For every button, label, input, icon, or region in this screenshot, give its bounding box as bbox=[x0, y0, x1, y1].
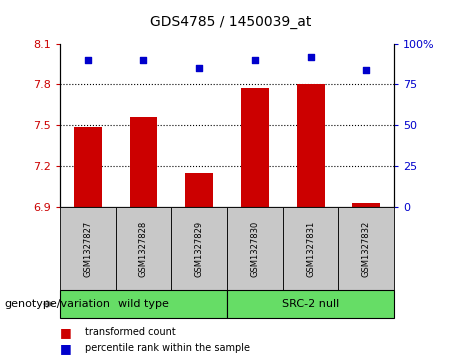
Text: GDS4785 / 1450039_at: GDS4785 / 1450039_at bbox=[150, 15, 311, 29]
Bar bbox=[74, 127, 102, 207]
Point bbox=[251, 57, 259, 63]
Bar bbox=[241, 89, 269, 207]
Point bbox=[140, 57, 147, 63]
Text: transformed count: transformed count bbox=[85, 327, 176, 337]
Bar bbox=[130, 117, 157, 207]
Text: ■: ■ bbox=[60, 326, 71, 339]
Text: GSM1327828: GSM1327828 bbox=[139, 221, 148, 277]
Text: GSM1327829: GSM1327829 bbox=[195, 221, 204, 277]
Point bbox=[84, 57, 91, 63]
Text: wild type: wild type bbox=[118, 299, 169, 309]
Bar bbox=[352, 203, 380, 207]
Text: genotype/variation: genotype/variation bbox=[5, 299, 111, 309]
Point bbox=[195, 65, 203, 71]
Text: GSM1327830: GSM1327830 bbox=[250, 221, 260, 277]
Point bbox=[307, 54, 314, 60]
Bar bbox=[185, 173, 213, 207]
Bar bbox=[297, 85, 325, 207]
Text: ■: ■ bbox=[60, 342, 71, 355]
Text: GSM1327827: GSM1327827 bbox=[83, 221, 92, 277]
Text: percentile rank within the sample: percentile rank within the sample bbox=[85, 343, 250, 354]
Point bbox=[363, 67, 370, 73]
Text: SRC-2 null: SRC-2 null bbox=[282, 299, 339, 309]
Text: GSM1327832: GSM1327832 bbox=[362, 221, 371, 277]
Text: GSM1327831: GSM1327831 bbox=[306, 221, 315, 277]
